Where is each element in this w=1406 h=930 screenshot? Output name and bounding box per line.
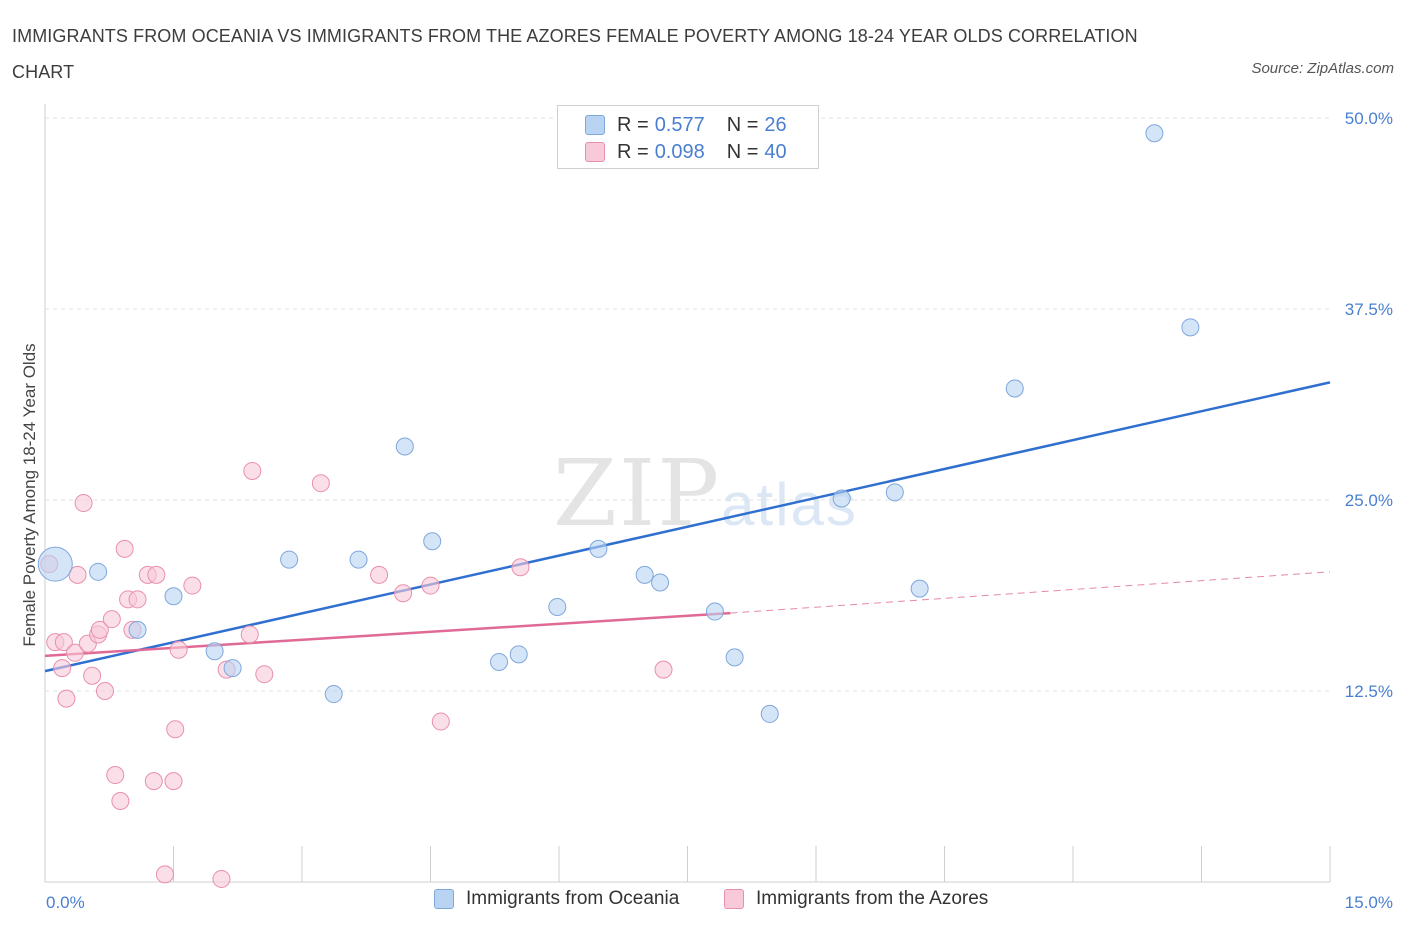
n-value: 26	[764, 113, 787, 136]
axes	[44, 104, 1331, 883]
watermark: ZIPatlas	[553, 440, 858, 547]
azores-point	[240, 625, 259, 644]
azores-point	[57, 689, 76, 708]
azores-trend-line	[44, 611, 731, 658]
data-points	[37, 124, 1200, 888]
oceania-point	[548, 597, 567, 616]
y-tick-label: 37.5%	[1345, 300, 1393, 319]
oceania-point	[725, 648, 744, 667]
series-legend: Immigrants from Oceania Immigrants from …	[0, 888, 1406, 916]
oceania-point	[1181, 318, 1200, 337]
azores-point	[212, 869, 231, 888]
azores-point	[166, 720, 185, 739]
watermark-zip: ZIP	[553, 440, 722, 547]
r-label: R =	[617, 113, 649, 136]
grid-lines	[45, 117, 1330, 692]
y-tick-label: 12.5%	[1345, 682, 1393, 701]
legend-item-azores[interactable]: Immigrants from the Azores	[724, 888, 988, 910]
y-tick-label: 50.0%	[1345, 109, 1393, 128]
oceania-point	[490, 652, 509, 671]
legend-label: Immigrants from Oceania	[466, 888, 680, 909]
oceania-point	[760, 704, 779, 723]
trend-lines	[44, 381, 1331, 673]
tick-labels: 12.5% 25.0% 37.5% 50.0% 0.0% 15.0%	[46, 109, 1393, 912]
azores-point	[164, 772, 183, 791]
azores-point	[243, 461, 262, 480]
r-value: 0.098	[654, 140, 705, 163]
azores-point	[115, 539, 134, 558]
azores-point	[654, 660, 673, 679]
azores-point	[431, 712, 450, 731]
oceania-point	[164, 587, 183, 606]
azores-point	[74, 494, 93, 513]
azores-point	[95, 682, 114, 700]
azores-point	[53, 659, 72, 678]
azores-point	[144, 772, 163, 791]
oceania-point	[832, 489, 851, 508]
oceania-point	[885, 483, 904, 502]
oceania-trend-line	[44, 381, 1331, 673]
oceania-point	[589, 539, 608, 558]
azores-point	[370, 565, 389, 584]
azores-point	[83, 666, 102, 685]
azores-trend-extension	[730, 571, 1331, 614]
oceania-point	[651, 573, 670, 592]
azores-point	[65, 643, 84, 662]
oceania-point	[205, 642, 224, 661]
azores-point	[169, 640, 188, 659]
oceania-point	[37, 546, 73, 582]
azores-point	[311, 474, 330, 493]
azores-point	[255, 665, 274, 684]
oceania-point	[89, 562, 108, 581]
oceania-point	[395, 437, 414, 456]
chart-title: IMMIGRANTS FROM OCEANIA VS IMMIGRANTS FR…	[12, 26, 1138, 82]
oceania-point	[1005, 379, 1024, 398]
r-label: R =	[617, 140, 649, 163]
oceania-point	[128, 620, 147, 639]
azores-point	[111, 792, 130, 811]
azores-point	[128, 590, 147, 609]
y-axis-label: Female Poverty Among 18-24 Year Olds	[20, 343, 39, 646]
azores-point	[147, 565, 166, 584]
azores-point	[90, 620, 109, 639]
oceania-point	[509, 645, 528, 664]
oceania-point	[280, 550, 299, 569]
azores-swatch	[585, 142, 605, 162]
oceania-point	[349, 550, 368, 569]
stats-legend: R = 0.577 N = 26 R = 0.098 N = 40	[557, 105, 819, 169]
azores-point	[394, 584, 413, 603]
y-tick-label: 25.0%	[1345, 491, 1393, 510]
legend-label: Immigrants from the Azores	[756, 888, 989, 909]
oceania-point	[705, 602, 724, 621]
oceania-swatch	[434, 889, 454, 909]
oceania-point	[910, 579, 929, 598]
oceania-swatch	[585, 115, 605, 135]
n-label: N =	[726, 140, 759, 163]
n-value: 40	[764, 140, 787, 163]
azores-point	[511, 558, 530, 577]
x-tick-label: 15.0%	[1345, 893, 1393, 912]
stats-row-azores: R = 0.098 N = 40	[585, 140, 787, 164]
azores-point	[54, 633, 73, 652]
source-label: Source: ZipAtlas.com	[1251, 60, 1394, 77]
oceania-point	[324, 685, 343, 704]
azores-point	[183, 576, 202, 595]
x-tick-label: 0.0%	[46, 893, 85, 912]
azores-swatch	[724, 889, 744, 909]
stats-row-oceania: R = 0.577 N = 26	[585, 113, 787, 137]
n-label: N =	[726, 113, 759, 136]
azores-point	[102, 610, 121, 629]
oceania-point	[635, 565, 654, 584]
azores-point	[155, 865, 174, 884]
azores-point	[106, 766, 125, 785]
legend-item-oceania[interactable]: Immigrants from Oceania	[434, 888, 679, 910]
r-value: 0.577	[654, 113, 705, 136]
oceania-point	[423, 532, 442, 551]
azores-point	[421, 576, 440, 595]
oceania-point	[1145, 124, 1164, 143]
oceania-point	[223, 659, 242, 678]
